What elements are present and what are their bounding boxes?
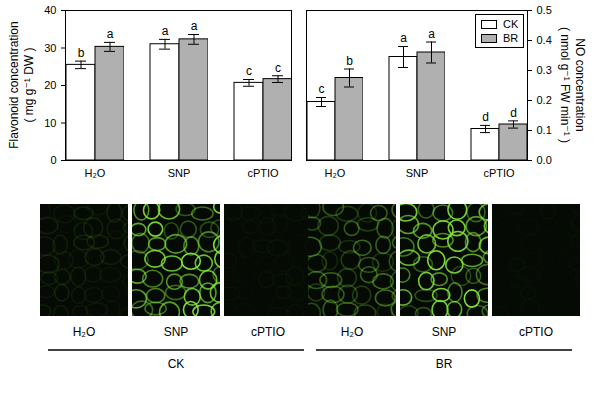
svg-text:cPTIO: cPTIO (251, 325, 285, 339)
svg-text:10: 10 (44, 117, 56, 129)
svg-text:c: c (246, 64, 252, 78)
svg-text:SNP: SNP (432, 325, 457, 339)
svg-text:H₂O: H₂O (73, 325, 96, 339)
svg-text:cPTIO: cPTIO (519, 325, 553, 339)
svg-text:0.4: 0.4 (537, 34, 552, 46)
svg-text:SNP: SNP (164, 325, 189, 339)
svg-text:cPTIO: cPTIO (483, 167, 515, 179)
svg-text:b: b (78, 46, 85, 60)
html-text:NO concentration: NO concentration (573, 38, 587, 132)
svg-text:c: c (319, 82, 325, 96)
svg-text:0.2: 0.2 (537, 94, 552, 106)
svg-text:0.1: 0.1 (537, 124, 552, 136)
svg-text:H₂O: H₂O (325, 167, 346, 179)
html-text:( nmol g⁻¹ FW min⁻¹ ): ( nmol g⁻¹ FW min⁻¹ ) (558, 27, 572, 143)
svg-text:a: a (428, 27, 435, 41)
svg-text:H₂O: H₂O (85, 167, 106, 179)
svg-text:d: d (510, 106, 517, 120)
svg-text:a: a (107, 27, 114, 41)
svg-text:0: 0 (50, 154, 56, 166)
svg-text:d: d (482, 110, 489, 124)
svg-text:a: a (162, 24, 169, 38)
svg-text:b: b (346, 54, 353, 68)
svg-text:a: a (400, 31, 407, 45)
html-text:( mg g⁻¹ DW ): ( mg g⁻¹ DW ) (22, 47, 36, 123)
svg-text:0.5: 0.5 (537, 4, 552, 16)
svg-text:SNP: SNP (168, 167, 191, 179)
svg-text:30: 30 (44, 42, 56, 54)
svg-text:c: c (275, 61, 281, 75)
svg-text:SNP: SNP (406, 167, 429, 179)
svg-text:0.0: 0.0 (537, 154, 552, 166)
html-text:CK: CK (503, 18, 519, 30)
svg-text:a: a (191, 19, 198, 33)
svg-text:BR: BR (436, 357, 453, 371)
svg-text:0.3: 0.3 (537, 64, 552, 76)
svg-text:20: 20 (44, 79, 56, 91)
html-text:BR: BR (503, 32, 519, 44)
svg-text:40: 40 (44, 4, 56, 16)
svg-text:cPTIO: cPTIO (247, 167, 279, 179)
svg-text:CK: CK (168, 357, 185, 371)
html-text:Flavonoid concentration: Flavonoid concentration (7, 21, 21, 149)
svg-text:H₂O: H₂O (341, 325, 364, 339)
